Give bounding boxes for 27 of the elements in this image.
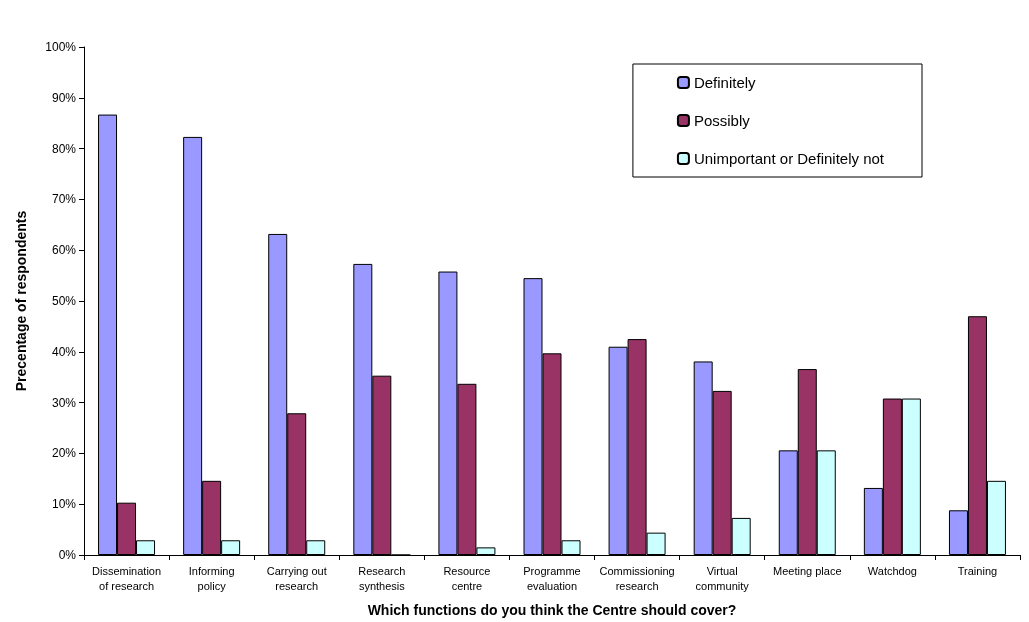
y-tick-label: 50% [51,294,77,308]
y-axis-title: Precentage of respondents [13,210,29,392]
y-tick-label: 80% [51,141,77,156]
y-tick-label: 20% [51,446,77,461]
x-tick-label: Meeting place [773,564,842,577]
y-tick-label: 40% [51,344,77,359]
x-tick-label: Watchdog [867,564,917,577]
y-tick-label: 60% [51,243,77,258]
y-tick-label: 70% [51,192,77,207]
legend-label: Definitely [693,74,757,91]
x-tick-label: Informing policy [188,564,235,592]
x-tick-label: Carrying out research [266,564,327,592]
legend-label: Unimportant or Definitely not [693,150,885,167]
x-axis-title: Which functions do you think the Centre should cover? [367,602,737,618]
y-tick-label: 0% [58,548,77,562]
x-tick-label: Virtual community [695,564,750,592]
legend-label: Possibly [693,112,751,129]
y-tick-label: 10% [51,497,77,512]
y-tick-label: 90% [51,90,77,105]
x-tick-label: Resource centre [443,564,491,592]
x-tick-label: Dissemination of research [92,564,162,592]
y-tick-label: 100% [45,40,77,54]
x-tick-label: Commissioning research [599,564,675,592]
x-tick-label: Research synthesis [358,564,406,592]
y-tick-label: 30% [51,395,77,410]
x-tick-label: Training [957,564,998,577]
x-tick-label: Programme evaluation [523,564,581,592]
